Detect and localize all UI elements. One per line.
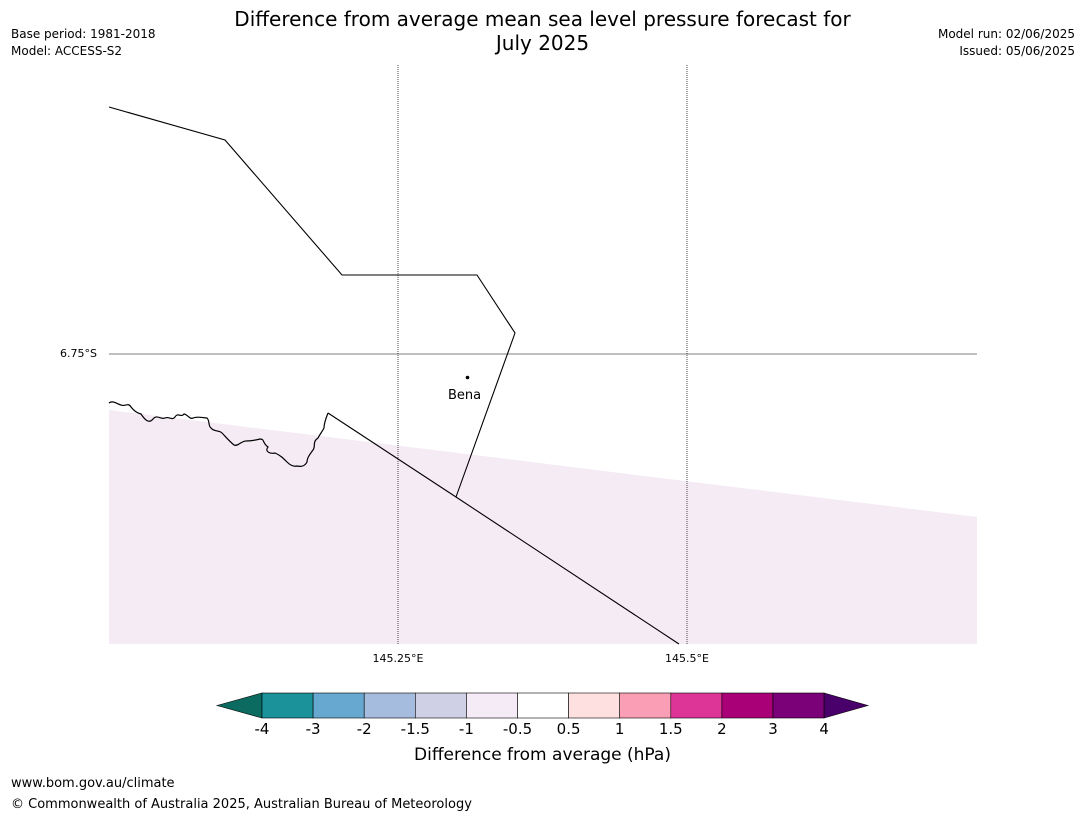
model-run-text: Model run: 02/06/2025 — [937, 27, 1075, 41]
colorbar-tick-label: 4 — [819, 720, 829, 738]
place-label-bena: Bena — [448, 388, 482, 403]
colorbar-extend-high — [823, 692, 870, 719]
colorbar-tick-label: 3 — [768, 720, 778, 738]
colorbar-segment — [466, 692, 518, 719]
longitude-label-145-5: 145.5°E — [665, 652, 709, 665]
colorbar-tick-label: 0.5 — [556, 720, 581, 738]
colorbar-segment — [568, 692, 620, 719]
map-title: Difference from average mean sea level p… — [0, 7, 1085, 55]
colorbar-segment — [363, 692, 416, 719]
issued-text: Issued: 05/06/2025 — [959, 44, 1075, 58]
colorbar-segment — [517, 692, 569, 719]
coastline — [108, 401, 329, 467]
colorbar-tick-label: -4 — [254, 720, 270, 738]
colorbar-segment — [414, 692, 467, 719]
footer-url: www.bom.gov.au/climate — [11, 776, 175, 791]
colorbar-segments — [215, 692, 870, 719]
colorbar-tick-label: 1 — [614, 720, 625, 738]
colorbar-tick-label: -1 — [458, 720, 474, 738]
province-boundary — [108, 106, 516, 498]
base-period-text: Base period: 1981-2018 — [11, 27, 156, 41]
colorbar-segment — [670, 692, 723, 719]
metadata-right: Model run: 02/06/2025 Issued: 05/06/2025 — [938, 26, 1075, 60]
colorbar-segment — [721, 692, 774, 719]
colorbar-extend-low — [215, 692, 263, 719]
province-boundary-south — [327, 412, 680, 645]
map-title-line2: July 2025 — [495, 31, 590, 55]
colorbar-tick-label: -3 — [305, 720, 321, 738]
colorbar-tick-label: -0.5 — [502, 720, 533, 738]
place-marker-dot — [465, 375, 470, 380]
model-text: Model: ACCESS-S2 — [11, 44, 123, 58]
colorbar-segment — [772, 692, 825, 719]
longitude-label-145-25: 145.25°E — [372, 652, 424, 665]
pressure-anomaly-shading — [109, 410, 977, 644]
colorbar-segment — [619, 692, 672, 719]
colorbar-segment — [312, 692, 365, 719]
footer-copyright: © Commonwealth of Australia 2025, Austra… — [11, 797, 472, 812]
metadata-left: Base period: 1981-2018 Model: ACCESS-S2 — [11, 26, 156, 60]
map-title-line1: Difference from average mean sea level p… — [234, 7, 851, 31]
latitude-label: 6.75°S — [60, 347, 97, 360]
colorbar-tick-label: 1.5 — [658, 720, 683, 738]
colorbar-tick-label: 2 — [717, 720, 727, 738]
colorbar-title: Difference from average (hPa) — [414, 745, 671, 765]
colorbar-tick-label: -1.5 — [400, 720, 430, 738]
colorbar-segment — [261, 692, 314, 719]
colorbar-tick-label: -2 — [356, 720, 372, 738]
